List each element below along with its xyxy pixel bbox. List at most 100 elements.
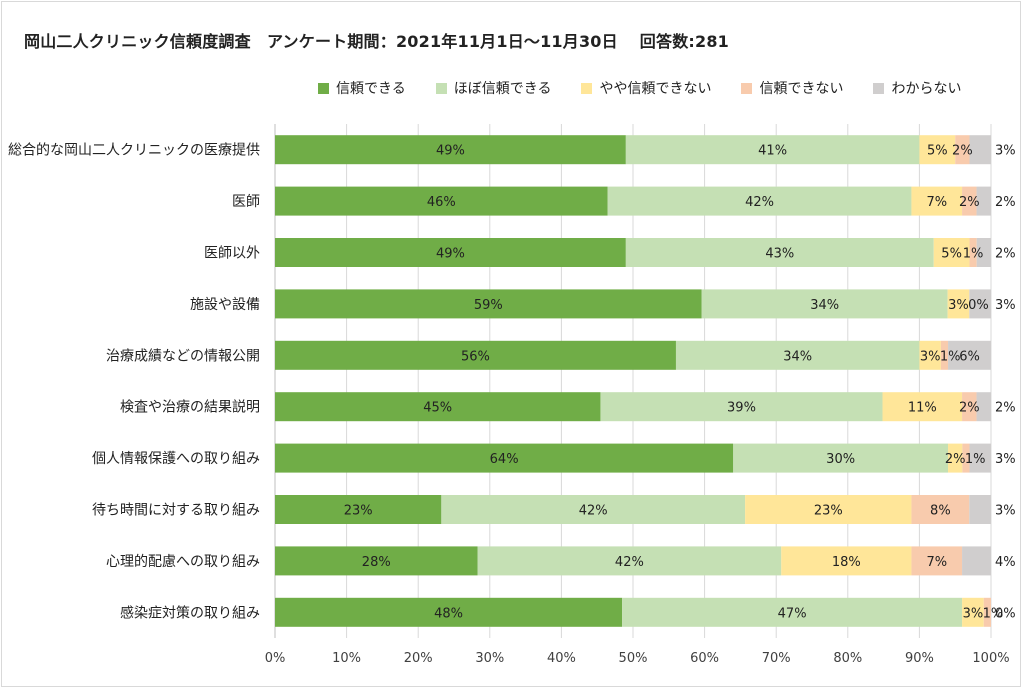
data-label: 47%	[778, 606, 807, 621]
bar-segment	[983, 597, 991, 627]
data-label: 3%	[995, 144, 1016, 159]
bar-segment	[625, 135, 920, 165]
bar-segment	[948, 340, 991, 370]
bar-segment	[947, 289, 970, 319]
x-tick-label: 100%	[972, 651, 1009, 666]
bar-segment	[962, 392, 977, 422]
bar-segment	[969, 495, 991, 524]
bar-segment	[701, 289, 948, 319]
category-label: 医師以外	[204, 246, 260, 262]
category-label: 個人情報保護への取り組み	[92, 451, 260, 467]
data-label: 7%	[926, 195, 947, 210]
bar-segment	[275, 135, 626, 165]
bar-segment	[976, 238, 991, 267]
bar-segment	[882, 392, 963, 422]
data-label: 1%	[965, 452, 986, 467]
x-tick-label: 60%	[690, 651, 719, 666]
data-label: 34%	[810, 298, 839, 313]
bar-segment	[275, 340, 676, 370]
x-tick-label: 0%	[265, 651, 286, 666]
data-label: 42%	[579, 504, 608, 519]
legend-swatch	[435, 82, 447, 94]
data-label: 49%	[436, 144, 465, 159]
x-tick-label: 20%	[404, 651, 433, 666]
data-label: 4%	[995, 555, 1016, 570]
legend-label: 信頼できない	[759, 81, 844, 97]
bar-segment	[955, 135, 970, 165]
bar-segment	[976, 186, 991, 216]
category-label: 心理的配慮への取り組み	[106, 554, 260, 570]
bar-segment	[933, 238, 970, 267]
x-tick-label: 30%	[475, 651, 504, 666]
bar-segment	[940, 340, 949, 370]
legend-item: ほぼ信頼できる	[435, 78, 551, 98]
data-label: 2%	[995, 195, 1016, 210]
data-label: 28%	[362, 555, 391, 570]
legend-swatch	[318, 82, 329, 94]
data-label: 56%	[461, 349, 490, 364]
data-label: 2%	[959, 401, 980, 416]
category-label: 医師	[232, 194, 260, 210]
bar-segment	[675, 340, 920, 370]
data-label: 8%	[930, 504, 951, 519]
bar-segment	[275, 238, 626, 267]
data-label: 2%	[959, 195, 980, 210]
legend-item: 信頼できる	[318, 78, 406, 98]
data-label: 3%	[920, 349, 941, 364]
bar-segment	[976, 392, 991, 422]
bar-segment	[919, 135, 956, 165]
bar-segment	[911, 546, 963, 576]
data-label: 0%	[968, 298, 989, 313]
data-label: 46%	[427, 195, 456, 210]
category-label: 治療成績などの情報公開	[106, 347, 260, 364]
data-label: 1%	[963, 247, 984, 262]
bar-segment	[600, 392, 883, 422]
category-label: 総合的な岡山二人クリニックの医療提供	[8, 142, 260, 159]
chart-title: 岡山二人クリニック信頼度調査 アンケート期間：2021年11月1日～11月30日…	[24, 32, 729, 51]
data-label: 64%	[490, 452, 519, 467]
data-label: 3%	[995, 504, 1016, 519]
bar-segment	[969, 238, 977, 267]
data-label: 0%	[995, 606, 1016, 621]
legend-label: わからない	[891, 81, 962, 97]
bar-segment	[275, 597, 623, 627]
bar-segment	[745, 495, 912, 524]
legend-item: 信頼できない	[741, 78, 843, 98]
bar-segment	[275, 186, 608, 216]
bar-segment	[948, 443, 963, 473]
data-label: 41%	[758, 144, 787, 159]
legend-label: やや信頼できない	[599, 81, 712, 97]
legend-item: やや信頼できない	[581, 78, 711, 98]
data-label: 34%	[783, 349, 812, 364]
x-tick-label: 70%	[762, 651, 791, 666]
x-tick-label: 10%	[332, 651, 361, 666]
bar-segment	[733, 443, 949, 473]
data-label: 5%	[927, 144, 948, 159]
data-label: 42%	[745, 195, 774, 210]
bar-segment	[962, 597, 984, 627]
data-label: 2%	[995, 401, 1016, 416]
data-label: 3%	[948, 298, 969, 313]
bar-segment	[622, 597, 963, 627]
bar-segment	[275, 495, 442, 524]
bar-segment	[477, 546, 782, 576]
bar-segment	[441, 495, 746, 524]
category-label: 感染症対策の取り組み	[120, 604, 260, 621]
category-label: 検査や治療の結果説明	[120, 399, 260, 416]
bar-segment	[919, 340, 941, 370]
data-label: 43%	[765, 247, 794, 262]
data-label: 5%	[941, 247, 962, 262]
data-label: 39%	[727, 401, 756, 416]
bar-segment	[625, 238, 934, 267]
legend-swatch	[873, 82, 885, 94]
legend-label: 信頼できる	[336, 81, 406, 97]
legend-swatch	[581, 82, 593, 94]
bar-segment	[962, 443, 970, 473]
data-label: 7%	[926, 555, 947, 570]
bar-segment	[275, 546, 478, 576]
legend: 信頼できる ほぼ信頼できる やや信頼できない 信頼できない わからない	[318, 78, 961, 98]
data-label: 3%	[963, 606, 984, 621]
bar-segment	[275, 289, 702, 319]
legend-swatch	[741, 82, 753, 94]
